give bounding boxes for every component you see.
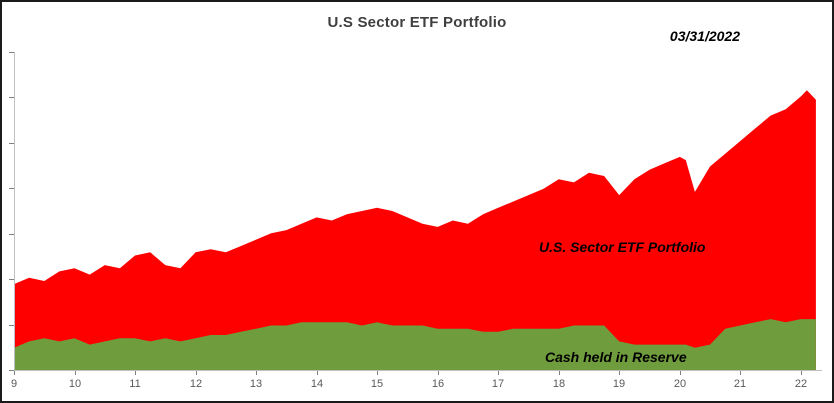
series-label-cash: Cash held in Reserve (545, 349, 687, 365)
x-tick-label: 13 (249, 378, 263, 390)
x-tick-label: 19 (612, 378, 626, 390)
x-tick-mark (619, 371, 620, 375)
x-tick-label: 15 (370, 378, 384, 390)
x-tick-label: 9 (10, 378, 18, 390)
y-tick-mark (9, 370, 14, 371)
x-tick-label: 18 (552, 378, 566, 390)
cash-area (14, 319, 816, 370)
x-tick-mark (438, 371, 439, 375)
x-tick-mark (377, 371, 378, 375)
x-tick-mark (196, 371, 197, 375)
y-tick-mark (9, 143, 14, 144)
x-tick-mark (680, 371, 681, 375)
x-tick-mark (135, 371, 136, 375)
x-tick-mark (75, 371, 76, 375)
portfolio-area (14, 90, 816, 370)
x-tick-label: 11 (129, 378, 141, 390)
y-tick-mark (9, 234, 14, 235)
y-tick-mark (9, 52, 14, 53)
date-annotation: 03/31/2022 (669, 28, 740, 44)
x-tick-label: 20 (673, 378, 687, 390)
series-label-portfolio: U.S. Sector ETF Portfolio (539, 239, 706, 255)
y-axis-line (14, 52, 15, 370)
x-tick-label: 14 (310, 378, 324, 390)
x-tick-label: 10 (68, 378, 82, 390)
x-tick-mark (801, 371, 802, 375)
plot-area (14, 90, 816, 370)
x-tick-label: 21 (733, 378, 747, 390)
y-tick-mark (9, 97, 14, 98)
y-tick-mark (9, 188, 14, 189)
x-tick-label: 17 (491, 378, 505, 390)
chart-title: U.S Sector ETF Portfolio (327, 14, 507, 31)
x-tick-mark (256, 371, 257, 375)
y-tick-mark (9, 279, 14, 280)
x-tick-label: 22 (794, 378, 808, 390)
x-tick-mark (498, 371, 499, 375)
x-tick-mark (559, 371, 560, 375)
y-tick-mark (9, 325, 14, 326)
x-tick-mark (14, 371, 15, 375)
x-tick-mark (317, 371, 318, 375)
x-axis-line (14, 370, 822, 371)
x-tick-label: 12 (189, 378, 203, 390)
x-tick-mark (740, 371, 741, 375)
x-tick-label: 16 (431, 378, 445, 390)
